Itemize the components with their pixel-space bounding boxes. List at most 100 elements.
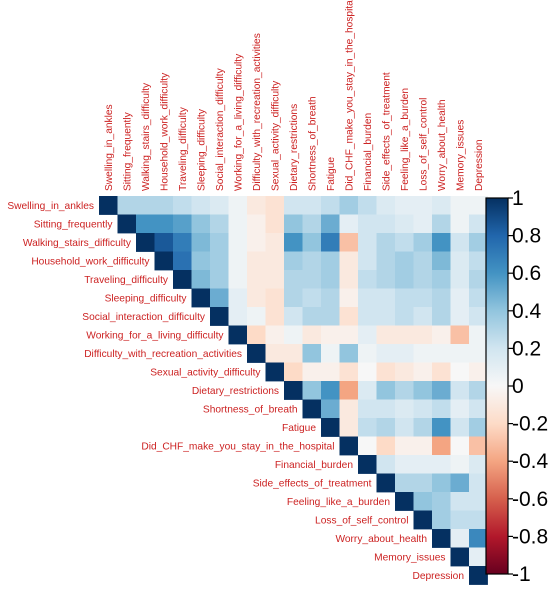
row-label: Shortness_of_breath — [203, 404, 298, 415]
column-label: Swelling_in_ankles — [104, 104, 115, 191]
row-label: Swelling_in_ankles — [7, 201, 94, 212]
heatmap-cell — [265, 251, 285, 271]
heatmap-cell — [450, 362, 470, 382]
heatmap-cell — [469, 362, 488, 382]
heatmap-cell — [469, 196, 488, 215]
heatmap-cell — [432, 455, 451, 474]
heatmap-cell — [247, 270, 266, 289]
heatmap-cell — [284, 288, 303, 308]
heatmap-cell — [191, 233, 211, 252]
heatmap-cell — [469, 547, 488, 567]
heatmap-cell — [191, 214, 211, 234]
heatmap-cell — [173, 196, 192, 215]
heatmap-cell — [358, 325, 377, 345]
heatmap-cell — [173, 251, 192, 271]
heatmap-cell — [321, 362, 340, 382]
heatmap-cell — [432, 307, 451, 326]
heatmap-cell — [228, 270, 248, 289]
heatmap-cell — [376, 473, 396, 493]
heatmap-cell — [210, 288, 229, 308]
heatmap-cell — [284, 307, 303, 326]
row-labels: Swelling_in_ankles Sitting_frequently Walk… — [7, 201, 464, 582]
heatmap-cell — [432, 399, 451, 419]
heatmap-cell — [358, 196, 377, 215]
heatmap-cell — [469, 381, 488, 400]
column-label: Loss_of_self_control — [418, 98, 429, 191]
heatmap-cell — [432, 251, 451, 271]
heatmap-cell — [450, 251, 470, 271]
heatmap-cell — [450, 214, 470, 234]
column-label: Fatigue — [326, 157, 337, 191]
heatmap-cell — [413, 307, 433, 326]
heatmap-cell — [469, 473, 488, 493]
heatmap-cell — [450, 418, 470, 437]
heatmap-cell — [450, 455, 470, 474]
heatmap-cell — [469, 492, 488, 511]
heatmap-cell — [450, 473, 470, 493]
heatmap-cell — [469, 529, 488, 548]
heatmap-cell — [395, 325, 414, 345]
heatmap-cell — [395, 344, 414, 363]
column-label: Financial_burden — [363, 113, 374, 191]
column-label: Sitting_frequently — [122, 111, 133, 191]
heatmap-cell — [432, 362, 451, 382]
heatmap-cell — [302, 307, 322, 326]
heatmap-cell — [469, 510, 488, 530]
heatmap-cell — [469, 344, 488, 363]
row-label: Social_interaction_difficulty — [82, 312, 206, 323]
heatmap-cell — [376, 196, 396, 215]
heatmap-cell — [136, 214, 155, 234]
heatmap-cell — [432, 233, 451, 252]
heatmap-cell — [450, 307, 470, 326]
heatmap-cell — [154, 196, 174, 215]
heatmap-cell — [450, 510, 470, 530]
heatmap-cell — [450, 492, 470, 511]
heatmap-cell — [395, 233, 414, 252]
heatmap-cell — [413, 251, 433, 271]
heatmap-cell — [358, 455, 377, 474]
column-label: Depression — [474, 139, 485, 191]
heatmap-cell — [247, 251, 266, 271]
heatmap-cell — [302, 196, 322, 215]
heatmap-cell — [432, 381, 451, 400]
heatmap-cell — [321, 270, 340, 289]
heatmap-cell — [413, 473, 433, 493]
heatmap-cell — [469, 251, 488, 271]
heatmap-cell — [339, 362, 359, 382]
column-label: Did_CHF_make_you_stay_in_the_hospital — [344, 0, 355, 191]
heatmap-cell — [99, 196, 118, 215]
heatmap-cell — [413, 436, 433, 456]
heatmap-cell — [376, 455, 396, 474]
heatmap-cell — [339, 233, 359, 252]
heatmap-cell — [321, 233, 340, 252]
heatmap-cell — [413, 288, 433, 308]
row-label: Feeling_like_a_burden — [287, 497, 390, 508]
heatmap-cell — [210, 214, 229, 234]
heatmap-cell — [413, 492, 433, 511]
heatmap-cell — [469, 325, 488, 345]
heatmap-cell — [450, 529, 470, 548]
heatmap-cell — [284, 251, 303, 271]
heatmap-cell — [376, 418, 396, 437]
heatmap-cell — [265, 325, 285, 345]
heatmap-cell — [210, 251, 229, 271]
heatmap-cell — [432, 492, 451, 511]
column-labels: Swelling_in_ankles Sitting_frequently Walk… — [104, 0, 485, 191]
heatmap-cell — [376, 399, 396, 419]
heatmap-cell — [395, 492, 414, 511]
heatmap-cell — [450, 288, 470, 308]
heatmap-cell — [469, 418, 488, 437]
heatmap-cell — [302, 399, 322, 419]
heatmap-cell — [450, 547, 470, 567]
heatmap-cell — [247, 288, 266, 308]
heatmap-cell — [469, 288, 488, 308]
heatmap-cell — [432, 270, 451, 289]
row-label: Worry_about_health — [335, 534, 427, 545]
heatmap-cell — [395, 288, 414, 308]
heatmap-cell — [469, 270, 488, 289]
heatmap-cell — [265, 344, 285, 363]
heatmap-cell — [413, 214, 433, 234]
column-label: Sleeping_difficulty — [196, 108, 207, 191]
row-label: Sitting_frequently — [34, 219, 114, 230]
colorbar-tick-label: -0.4 — [512, 450, 549, 473]
